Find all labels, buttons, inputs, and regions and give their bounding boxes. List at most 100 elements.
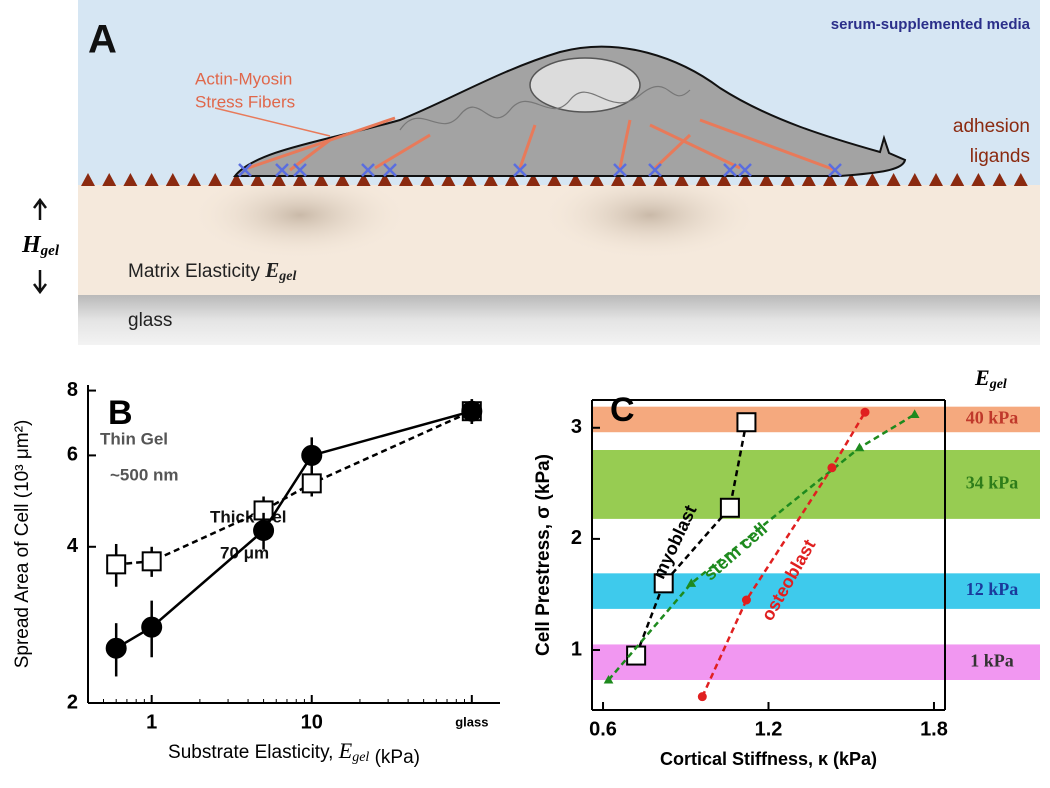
- series-line: [116, 410, 473, 566]
- integrin: [513, 163, 527, 177]
- height-arrow: [33, 197, 47, 295]
- ligand-row: [81, 173, 1028, 186]
- ligand: [462, 173, 477, 186]
- y-tick-label: 3: [571, 416, 582, 438]
- panel-a: serum-supplemented media A Actin-Myosin …: [21, 0, 1040, 345]
- marker: [697, 692, 707, 702]
- ligand: [780, 173, 795, 186]
- integrin: [828, 163, 842, 177]
- marker: [719, 497, 740, 518]
- ligand: [102, 173, 117, 186]
- integrin: [238, 163, 252, 177]
- y-tick-label: 8: [67, 379, 78, 401]
- integrin: [613, 163, 627, 177]
- ligand: [187, 173, 201, 186]
- marker: [860, 407, 870, 417]
- ligand: [950, 173, 965, 186]
- matrix-symbol: E: [264, 258, 279, 282]
- ligand: [165, 173, 180, 186]
- marker: [653, 573, 674, 594]
- ligand: [356, 173, 371, 186]
- media-label: serum-supplemented media: [831, 16, 1031, 33]
- y-tick-label: 2: [67, 691, 78, 713]
- y-tick-label: 4: [67, 535, 79, 557]
- x-tick-label: 1: [146, 711, 157, 733]
- x-tick-label: glass: [455, 714, 488, 729]
- band: [592, 450, 1040, 519]
- ligand: [208, 173, 223, 186]
- marker: [827, 463, 837, 473]
- marker: [686, 578, 697, 587]
- marker: [603, 674, 614, 684]
- ligand: [1013, 173, 1028, 186]
- annotation: adhesion: [953, 116, 1030, 137]
- band: [592, 406, 1040, 433]
- chart-c: 40 kPa 34 kPa 12 kPa 1 kPa Egel 1 2 3 0.6 1.2 1.8 C…: [533, 365, 1040, 769]
- ligand: [483, 173, 498, 186]
- integrin: [648, 163, 662, 177]
- ligand: [971, 173, 986, 186]
- annotation: Actin-Myosin: [195, 69, 292, 88]
- marker: [854, 442, 865, 452]
- cytoskeleton: [399, 85, 691, 131]
- ligand: [293, 173, 307, 186]
- marker: [736, 412, 757, 433]
- gel-deformation: [540, 170, 760, 260]
- x-tick-label: 10: [301, 711, 323, 733]
- ligand: [759, 173, 774, 186]
- ligand: [505, 173, 519, 186]
- height-symbol: H: [21, 232, 42, 258]
- series-line: [701, 411, 867, 698]
- pointer: [214, 107, 331, 137]
- glass: [78, 295, 1040, 345]
- ligand: [992, 173, 1007, 186]
- glass-label: glass: [128, 310, 172, 331]
- band-label: 40 kPa: [966, 408, 1019, 428]
- ligand: [865, 173, 880, 186]
- ligand: [271, 173, 286, 186]
- height-subscript: gel: [40, 243, 60, 259]
- band-header-symbol: E: [974, 365, 990, 390]
- marker: [105, 637, 127, 659]
- matrix-label: Matrix Elasticity Egel: [128, 258, 296, 284]
- integrin: [383, 163, 397, 177]
- label-part: E: [338, 738, 353, 763]
- y-tick-label: 6: [67, 444, 78, 466]
- x-axis-label: Cortical Stiffness, κ (kPa): [660, 749, 877, 769]
- stress-fibers: [247, 116, 836, 172]
- ligand: [653, 173, 668, 186]
- ligand: [823, 173, 837, 186]
- marker: [253, 519, 275, 541]
- ligand: [335, 173, 350, 186]
- matrix-subscript: gel: [278, 269, 296, 284]
- gel-deformation: [190, 170, 410, 260]
- integrin: [361, 163, 375, 177]
- chart-b: 2 4 6 8 1 10 glass Substrate Elasticity, Egel (…: [12, 379, 500, 768]
- ligand: [674, 173, 689, 186]
- label-part: Substrate Elasticity,: [168, 742, 339, 763]
- ligand: [314, 173, 329, 186]
- ligand: [907, 173, 922, 186]
- marker: [461, 400, 483, 422]
- panel-letter: B: [108, 394, 133, 432]
- marker: [909, 409, 920, 418]
- ligand: [801, 173, 816, 186]
- annotation: Thin Gel: [100, 429, 168, 448]
- band-label: 34 kPa: [966, 473, 1019, 493]
- panel-letter: C: [610, 391, 635, 429]
- series-line: [607, 413, 916, 681]
- integrin: [275, 163, 289, 177]
- x-tick-label: 1.2: [755, 718, 783, 740]
- marker: [141, 616, 163, 638]
- ligand: [632, 173, 647, 186]
- ligand: [886, 173, 901, 186]
- ligand: [229, 173, 244, 186]
- ligand: [81, 173, 95, 186]
- ligand: [250, 173, 265, 186]
- annotation: Stress Fibers: [195, 92, 295, 111]
- matrix-text: Matrix Elasticity: [128, 261, 265, 282]
- ligand: [738, 173, 753, 186]
- ligand: [717, 173, 731, 186]
- ligand: [420, 173, 435, 186]
